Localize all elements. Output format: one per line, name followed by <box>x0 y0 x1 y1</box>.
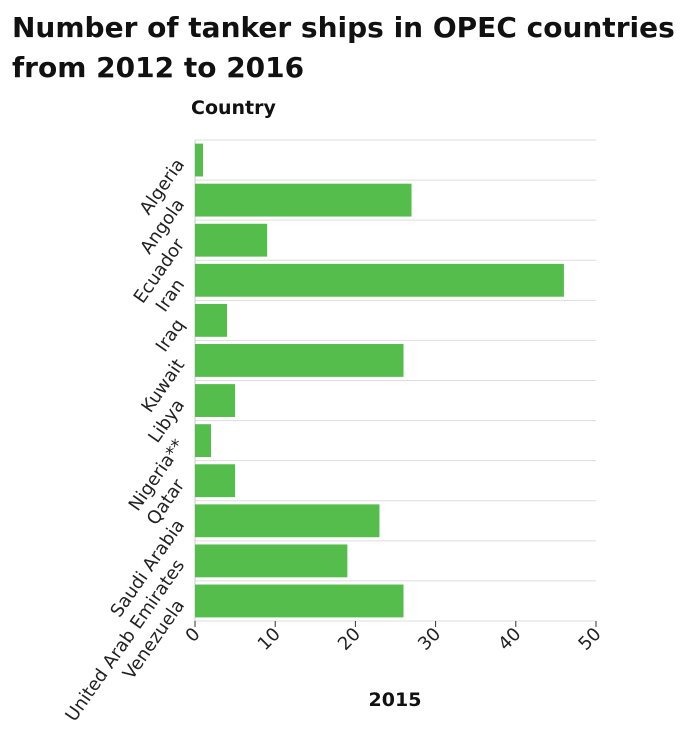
bar-libya <box>195 384 236 417</box>
bar-nigeria <box>195 424 212 458</box>
bar-venezuela <box>195 584 404 618</box>
bar-kuwait <box>195 344 404 377</box>
bar-saudi-arabia <box>195 504 380 538</box>
chart-title: Number of tanker ships in OPEC countries… <box>12 11 675 84</box>
y-tick-label: Iraq <box>152 315 189 356</box>
x-tick-label: 0 <box>182 624 205 647</box>
bar-united-arab-emirates <box>195 544 348 578</box>
bar-qatar <box>195 464 236 498</box>
bar-angola <box>195 183 412 217</box>
x-tick-label: 40 <box>494 624 525 655</box>
bar-ecuador <box>195 223 268 257</box>
bar-iran <box>195 263 564 297</box>
x-tick-label: 10 <box>254 624 285 655</box>
x-tick-label: 30 <box>414 624 445 655</box>
x-tick-label: 50 <box>574 624 605 655</box>
bar-algeria <box>195 143 204 177</box>
y-axis-title: Country <box>191 97 277 119</box>
x-tick-label: 20 <box>334 624 365 655</box>
bar-iraq <box>195 303 228 337</box>
x-axis-title: 2015 <box>369 689 422 711</box>
